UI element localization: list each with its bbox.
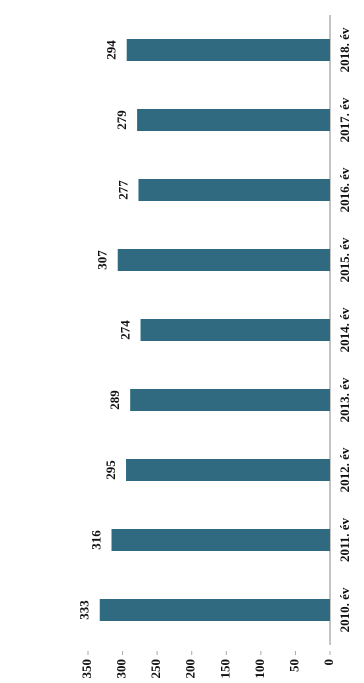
y-tick-label: 150 <box>217 659 232 679</box>
value-label: 279 <box>114 110 129 130</box>
x-tick-label: 2012. év <box>337 447 352 492</box>
value-label: 316 <box>88 530 103 550</box>
y-tick-label: 250 <box>148 659 163 679</box>
x-tick-label: 2014. év <box>337 307 352 352</box>
x-tick-label: 2016. év <box>337 167 352 212</box>
bar <box>138 179 330 201</box>
value-label: 333 <box>77 600 92 620</box>
x-tick-label: 2017. év <box>337 97 352 142</box>
value-label: 294 <box>104 40 119 60</box>
y-tick-label: 300 <box>114 659 129 679</box>
y-tick-label: 0 <box>321 659 336 666</box>
x-tick-label: 2010. év <box>337 587 352 632</box>
x-tick-label: 2015. év <box>337 237 352 282</box>
rotated-plot: 0 50 100 150 200 250 300 350 2010. év 333 2011. év… <box>77 15 352 679</box>
x-tick-label: 2018. év <box>337 27 352 72</box>
y-tick-label: 100 <box>252 659 267 679</box>
value-label: 289 <box>107 390 122 410</box>
value-label: 274 <box>118 320 133 340</box>
y-tick-label: 50 <box>286 659 301 672</box>
y-tick-label: 200 <box>183 659 198 679</box>
value-label: 295 <box>103 460 118 480</box>
value-label: 277 <box>115 180 130 200</box>
x-tick-label: 2011. év <box>337 517 352 562</box>
bar <box>126 459 331 481</box>
bar <box>137 109 330 131</box>
bar <box>111 529 330 551</box>
value-label: 307 <box>95 250 110 270</box>
bar <box>140 319 330 341</box>
bar <box>126 39 330 61</box>
y-tick-label: 350 <box>79 659 94 679</box>
bar <box>117 249 330 271</box>
bar <box>130 389 330 411</box>
bar <box>99 599 330 621</box>
x-tick-label: 2013. év <box>337 377 352 422</box>
